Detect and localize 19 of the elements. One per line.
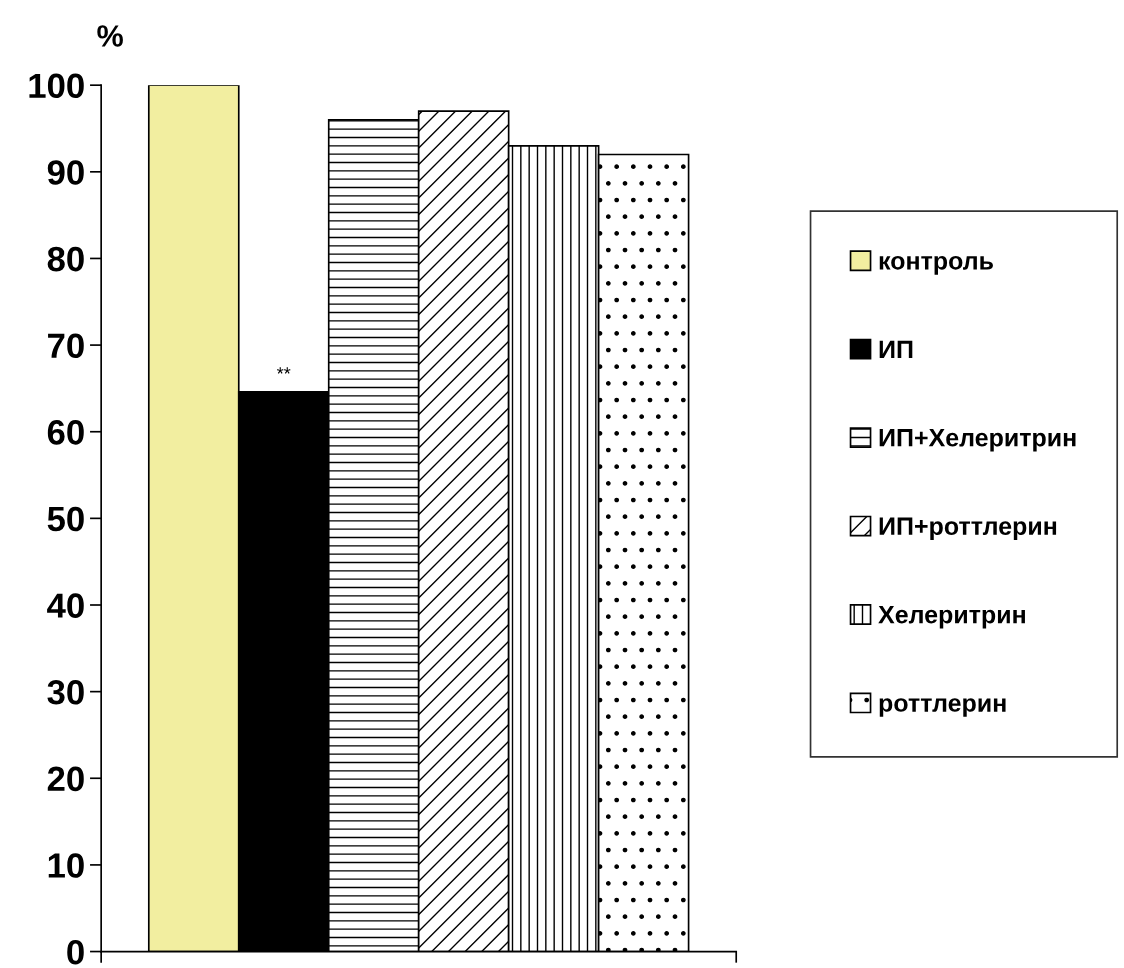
y-tick-label: 10 xyxy=(48,853,84,878)
y-tick-label: 90 xyxy=(47,160,84,185)
y-tick-label: 60 xyxy=(47,420,84,445)
y-axis-title: % xyxy=(97,25,123,47)
y-tick-label: 40 xyxy=(47,593,84,618)
y-tick-label: 70 xyxy=(48,333,84,359)
legend-label: контроль xyxy=(879,255,993,275)
y-tick-label: 80 xyxy=(47,246,84,272)
y-tick-label: 30 xyxy=(47,679,84,705)
legend-label: Хелеритрин xyxy=(878,605,1025,629)
legend-label: ИП+Хелеритрин xyxy=(879,429,1076,452)
legend-label: ИП xyxy=(879,340,913,358)
legend-label: роттлерин xyxy=(879,698,1006,717)
y-tick-label: 50 xyxy=(47,506,84,532)
legend-label: ИП+роттлерин xyxy=(879,517,1057,540)
y-tick-label: 0 xyxy=(67,939,84,965)
y-tick-label: 100 xyxy=(29,73,84,99)
annotation: ** xyxy=(277,367,291,374)
y-tick-label: 20 xyxy=(47,766,84,792)
